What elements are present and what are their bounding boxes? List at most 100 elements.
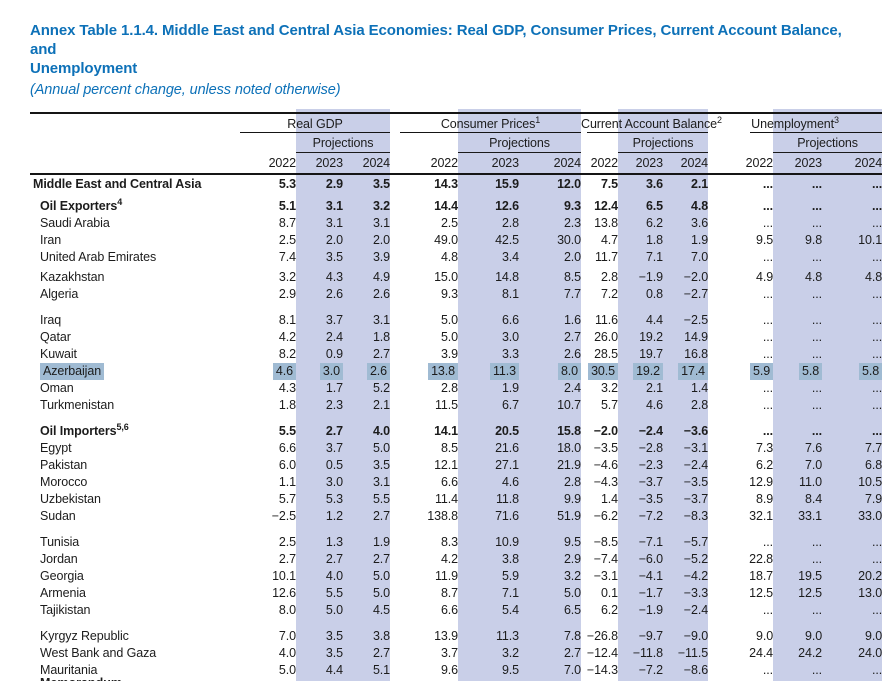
table-row[interactable]: Sudan −2.5 1.2 2.7 138.8 71.6 51.9 −6.2 −7.2 −8.3… [30,507,882,524]
row-label: Kuwait [40,346,77,361]
column-gap [390,550,400,567]
cell-value: ... [871,551,882,566]
cell-value: 5.3 [325,491,343,506]
year-header: 2022 [708,152,773,175]
cell-value: 4.8 [804,269,823,284]
col-group-unemployment: Unemployment3 [708,112,882,134]
cell-value: 2.7 [563,645,582,660]
cell-value: 5.5 [325,585,343,600]
cell-value: ... [762,312,774,327]
cell-value: ... [762,249,774,264]
cell-value: −9.0 [683,628,709,643]
row-label: Algeria [40,286,79,301]
column-gap [390,396,400,413]
table-row[interactable]: Oil Exporters4 5.1 3.1 3.2 14.4 12.6 9.3 12.4 6.… [30,197,882,214]
table-row[interactable]: Kyrgyz Republic 7.0 3.5 3.8 13.9 11.3 7.8 −26.8… [30,627,882,644]
projections-header: Projections [458,133,582,153]
cell-value: 9.6 [440,662,459,677]
cell-value: ... [811,215,823,230]
cell-value: 7.8 [563,628,582,643]
page-title-line2: Unemployment [30,60,138,77]
table-row[interactable]: Kazakhstan 3.2 4.3 4.9 15.0 14.8 8.5 2.8 −1.9 −2.… [30,268,882,285]
cell-value: −7.1 [638,534,664,549]
cell-value: ... [871,198,882,213]
table-row[interactable]: Kuwait 8.2 0.9 2.7 3.9 3.3 2.6 28.5 19.7 16.8....… [30,345,882,362]
cell-value: −2.7 [683,286,709,301]
cell-value: 16.8 [684,346,709,361]
cell-value: 8.2 [278,346,296,361]
table-row[interactable]: Pakistan 6.0 0.5 3.5 12.1 27.1 21.9 −4.6 −2.3 −2.… [30,456,882,473]
table-row[interactable]: Saudi Arabia 8.7 3.1 3.1 2.5 2.8 2.3 13.8 6.2 3.6… [30,214,882,231]
cell-value: 5.8 [822,362,882,380]
cell-value: 26.0 [594,329,619,344]
table-row[interactable]: Georgia 10.1 4.0 5.0 11.9 5.9 3.2 −3.1 −4.1 −4.2 1… [30,567,882,584]
cell-value: 3.8 [372,628,391,643]
cell-value: 2.8 [563,474,582,489]
table-row[interactable]: Tajikistan 8.0 5.0 4.5 6.6 5.4 6.5 6.2 −1.9 −2.4.… [30,601,882,618]
cell-value: −11.5 [677,645,709,660]
cell-value: 21.6 [495,440,520,455]
cell-value: −2.5 [271,508,296,523]
cell-value: 19.5 [798,568,823,583]
table-row[interactable]: Iran 2.5 2.0 2.0 49.0 42.5 30.0 4.7 1.8 1.9 9.5 9.8… [30,231,882,248]
row-label: Kyrgyz Republic [40,628,129,643]
cell-value: ... [762,602,774,617]
table-row[interactable]: Iraq 8.1 3.7 3.1 5.0 6.6 1.6 11.6 4.4 −2.5.......… [30,311,882,328]
table-row[interactable]: Turkmenistan 1.8 2.3 2.1 11.5 6.7 10.7 5.7 4.6 2.… [30,396,882,413]
cell-value: 11.3 [458,362,520,380]
cell-value: 4.0 [325,568,343,583]
cell-value: 9.0 [804,628,823,643]
cell-value: 11.4 [435,491,459,506]
table-row[interactable]: Uzbekistan 5.7 5.3 5.5 11.4 11.8 9.9 1.4 −3.5 −3.… [30,490,882,507]
cell-value: 1.9 [372,534,391,549]
cell-value: 4.2 [278,329,296,344]
cell-value: ... [762,215,774,230]
table-row[interactable]: Tunisia 2.5 1.3 1.9 8.3 10.9 9.5 −8.5 −7.1 −5.7..… [30,533,882,550]
table-row[interactable]: Armenia 12.6 5.5 5.0 8.7 7.1 5.0 0.1 −1.7 −3.3 12.… [30,584,882,601]
cell-value: 2.0 [563,249,582,264]
cell-value: ... [811,198,823,213]
table-row[interactable]: Morocco 1.1 3.0 3.1 6.6 4.6 2.8 −4.3 −3.7 −3.5 12.… [30,473,882,490]
cell-value: −2.4 [683,602,709,617]
cell-value: 18.7 [749,568,774,583]
table-row[interactable]: Mauritania 5.0 4.4 5.1 9.6 9.5 7.0 −14.3 −7.2 −8.… [30,661,882,678]
column-gap [390,362,400,379]
cell-value: 19.2 [618,362,664,380]
cell-value: −3.5 [638,491,664,506]
table-row[interactable]: Oman 4.3 1.7 5.2 2.8 1.9 2.4 3.2 2.1 1.4......... [30,379,882,396]
table-row[interactable]: Azerbaijan 4.6 3.0 2.6 13.8 11.3 8.0 30.5 19.2 17… [30,362,882,380]
table-row[interactable]: Qatar 4.2 2.4 1.8 5.0 3.0 2.7 26.0 19.2 14.9.....… [30,328,882,345]
cell-value: 3.1 [372,474,391,489]
table-row[interactable]: Middle East and Central Asia 5.3 2.9 3.5 14.… [30,174,882,192]
cell-value: 1.1 [278,474,296,489]
cell-value: −2.0 [683,269,709,284]
cell-value: ... [871,346,882,361]
cell-value: 7.0 [690,249,709,264]
cell-value: 2.4 [563,380,582,395]
table-row[interactable]: Jordan 2.7 2.7 2.7 4.2 3.8 2.9 −7.4 −6.0 −5.2 22.8… [30,550,882,567]
cell-value: 2.7 [372,645,391,660]
table-row[interactable]: United Arab Emirates 7.4 3.5 3.9 4.8 3.4 2.0 11… [30,248,882,265]
table-row[interactable]: West Bank and Gaza 4.0 3.5 2.7 3.7 3.2 2.7 −12.… [30,644,882,661]
cell-value: 5.3 [278,176,296,191]
cell-value: 5.5 [278,423,296,438]
row-label: West Bank and Gaza [40,645,157,660]
row-label: Armenia [40,585,86,600]
year-header: 2022 [581,152,618,175]
cell-value: 2.7 [563,329,582,344]
cell-value: 11.5 [435,397,459,412]
cell-value: 11.6 [595,312,619,327]
table-row[interactable]: Oil Importers5,6 5.5 2.7 4.0 14.1 20.5 15.8 −2.… [30,422,882,439]
cell-value: 8.7 [278,215,296,230]
column-gap [390,197,400,214]
cell-value: −3.7 [638,474,664,489]
cell-value: 3.6 [690,215,709,230]
cell-value: 19.7 [639,346,664,361]
table-row[interactable]: Algeria 2.9 2.6 2.6 9.3 8.1 7.7 7.2 0.8 −2.7.....… [30,285,882,302]
cell-value: 9.8 [804,232,823,247]
cell-value: 5.1 [372,662,391,677]
cell-value: 4.6 [645,397,664,412]
cell-value: 1.8 [278,397,296,412]
cell-value: −8.6 [683,662,709,677]
table-row[interactable]: Egypt 6.6 3.7 5.0 8.5 21.6 18.0 −3.5 −2.8 −3.1 7.3… [30,439,882,456]
